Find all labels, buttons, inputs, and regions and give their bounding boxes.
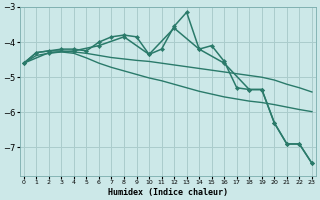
X-axis label: Humidex (Indice chaleur): Humidex (Indice chaleur) <box>108 188 228 197</box>
